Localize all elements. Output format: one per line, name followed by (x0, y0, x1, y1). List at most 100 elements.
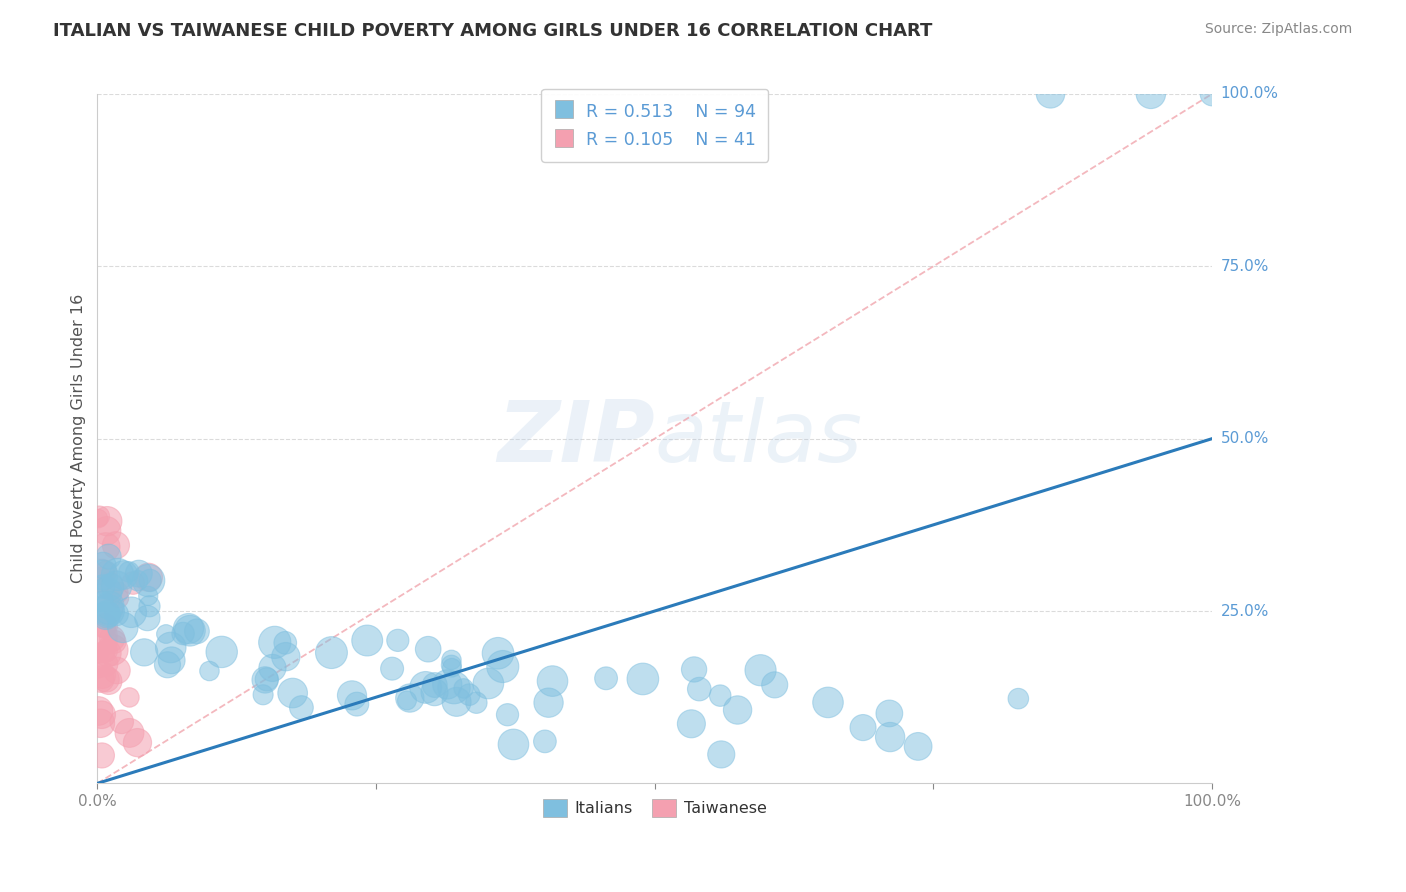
Point (541, 674, 564, 689)
Point (274, 636, 297, 650)
Point (340, 689, 363, 703)
Point (440, 653, 463, 667)
Point (127, 736, 149, 750)
Point (138, 570, 160, 584)
Point (496, 707, 519, 722)
Point (138, 574, 160, 588)
Point (111, 714, 134, 729)
Point (179, 624, 201, 638)
Point (346, 697, 368, 711)
Point (595, 671, 617, 685)
Point (105, 607, 128, 621)
Point (138, 599, 160, 614)
Point (879, 730, 901, 744)
Point (262, 661, 284, 675)
Point (108, 591, 131, 606)
Point (118, 726, 141, 740)
Point (101, 632, 124, 646)
Point (96, 607, 118, 622)
Point (907, 739, 929, 754)
Point (134, 645, 156, 659)
Point (263, 635, 285, 649)
Point (97, 607, 120, 621)
Point (415, 681, 437, 695)
Point (91, 668, 114, 682)
Point (96, 644, 118, 658)
Point (128, 566, 150, 581)
Point (91, 594, 114, 608)
Point (1201, 87, 1223, 101)
Point (105, 579, 128, 593)
Point (93, 628, 115, 642)
Point (155, 627, 177, 641)
Point (381, 662, 404, 676)
Point (160, 653, 183, 667)
Y-axis label: Child Poverty Among Girls Under 16: Child Poverty Among Girls Under 16 (72, 294, 86, 583)
Point (465, 696, 488, 710)
Point (852, 721, 875, 735)
Point (252, 688, 274, 702)
Point (156, 657, 179, 672)
Point (198, 664, 221, 678)
Point (98, 599, 121, 613)
Point (90, 565, 112, 579)
Point (817, 695, 839, 709)
Point (172, 626, 194, 640)
Point (94, 646, 117, 660)
Point (91, 580, 114, 594)
Point (96, 524, 118, 538)
Point (440, 661, 463, 675)
Point (688, 682, 710, 697)
Point (395, 693, 418, 707)
Point (254, 673, 277, 687)
Point (90, 707, 112, 722)
Point (87, 704, 110, 718)
Point (1039, 87, 1062, 101)
Point (97, 549, 120, 564)
Point (683, 663, 706, 677)
Point (177, 622, 200, 636)
Point (89, 716, 111, 731)
Point (136, 611, 159, 625)
Point (502, 738, 524, 752)
Point (96, 585, 118, 599)
Point (492, 659, 515, 673)
Point (763, 678, 786, 692)
Point (101, 643, 124, 657)
Point (104, 538, 127, 552)
Point (96, 514, 118, 528)
Point (120, 605, 142, 619)
Point (398, 691, 420, 706)
Point (281, 686, 304, 700)
Point (87, 661, 110, 675)
Legend: Italians, Taiwanese: Italians, Taiwanese (536, 792, 773, 823)
Point (94, 540, 117, 554)
Text: 50.0%: 50.0% (1220, 431, 1268, 446)
Point (321, 646, 343, 660)
Text: atlas: atlas (655, 397, 863, 480)
Point (90, 573, 112, 587)
Point (94, 657, 117, 671)
Point (443, 681, 465, 695)
Point (453, 681, 475, 696)
Point (1007, 691, 1029, 706)
Point (356, 633, 378, 648)
Point (100, 580, 122, 594)
Point (98, 579, 121, 593)
Point (87, 511, 110, 525)
Point (534, 734, 557, 748)
Text: ZIP: ZIP (498, 397, 655, 480)
Point (1140, 87, 1163, 101)
Point (97, 674, 120, 689)
Point (96, 672, 118, 686)
Point (91, 558, 114, 573)
Point (107, 585, 129, 599)
Point (256, 673, 278, 687)
Text: 75.0%: 75.0% (1220, 259, 1268, 274)
Point (94, 565, 117, 579)
Point (139, 574, 162, 588)
Point (710, 747, 733, 762)
Point (103, 635, 125, 649)
Point (122, 576, 145, 591)
Point (94, 618, 117, 632)
